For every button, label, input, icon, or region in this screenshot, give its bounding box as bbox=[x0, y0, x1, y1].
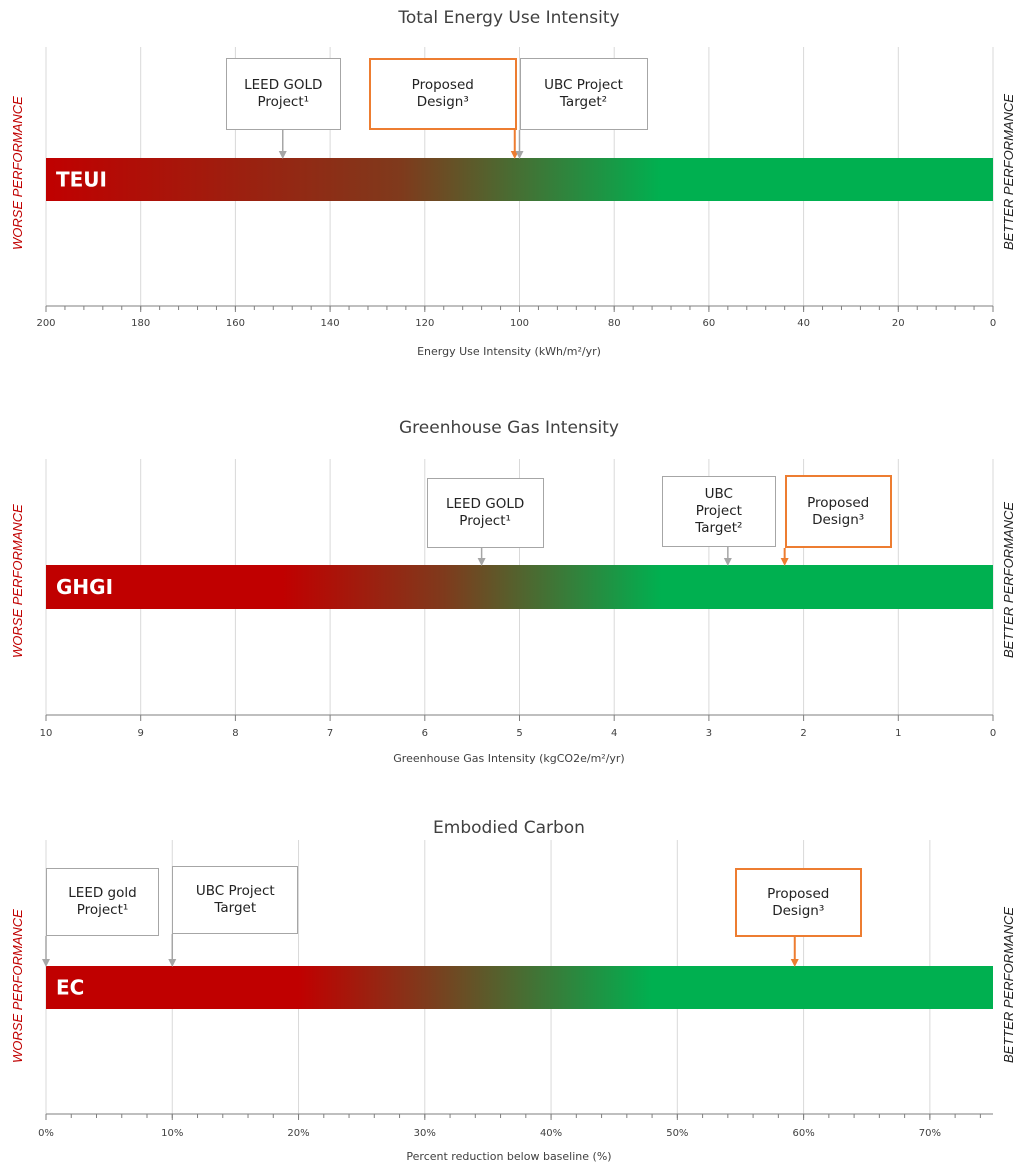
marker-arrow-head bbox=[780, 558, 789, 566]
tick-label: 70% bbox=[919, 1128, 941, 1139]
tick-label: 8 bbox=[232, 728, 238, 739]
tick-label: 0 bbox=[990, 318, 996, 329]
tick-label: 3 bbox=[706, 728, 712, 739]
tick-label: 5 bbox=[516, 728, 522, 739]
ec-chart: EC 0% 10% 20% 30% 40% 50% 60% 70% bbox=[38, 840, 993, 1139]
ghgi-panel: Greenhouse Gas Intensity GHGI 10 9 8 7 6 5 4 3 2 1… bbox=[0, 408, 1018, 788]
marker-callout: UBC Project Target² bbox=[661, 476, 776, 547]
marker-callout: UBC Project Target bbox=[172, 866, 299, 934]
performance-bar bbox=[46, 158, 993, 201]
tick-label: 0 bbox=[990, 728, 996, 739]
marker-arrow-head bbox=[42, 959, 50, 967]
better-performance-label: BETTER PERFORMANCE bbox=[1001, 906, 1016, 1063]
marker-callout: LEED GOLD Project¹ bbox=[426, 478, 544, 548]
chart-title: Greenhouse Gas Intensity bbox=[399, 418, 619, 438]
worse-performance-label: WORSE PERFORMANCE bbox=[10, 96, 25, 250]
tick-label: 60 bbox=[703, 318, 716, 329]
marker-arrow-head bbox=[723, 558, 732, 566]
chart-title: Total Energy Use Intensity bbox=[398, 8, 620, 28]
teui-panel: Total Energy Use Intensity TEUI 200 180 160… bbox=[0, 0, 1018, 390]
tick-label: 2 bbox=[800, 728, 806, 739]
better-performance-label: BETTER PERFORMANCE bbox=[1001, 501, 1016, 658]
tick-label: 20% bbox=[287, 1128, 309, 1139]
tick-label: 7 bbox=[327, 728, 333, 739]
tick-label: 100 bbox=[510, 318, 529, 329]
marker-arrow-head bbox=[168, 959, 177, 967]
marker-callout: UBC Project Target² bbox=[519, 58, 648, 130]
tick-label: 6 bbox=[422, 728, 428, 739]
performance-bar bbox=[46, 966, 993, 1009]
bar-label: TEUI bbox=[56, 168, 107, 192]
marker-callout: LEED GOLD Project¹ bbox=[225, 58, 341, 130]
tick-label: 200 bbox=[36, 318, 55, 329]
worse-performance-label: WORSE PERFORMANCE bbox=[10, 504, 25, 658]
marker-callout: LEED gold Project¹ bbox=[46, 868, 159, 936]
worse-performance-label: WORSE PERFORMANCE bbox=[10, 909, 25, 1063]
proposed-design-callout: Proposed Design³ bbox=[734, 868, 862, 937]
tick-label: 9 bbox=[138, 728, 144, 739]
tick-label: 30% bbox=[414, 1128, 436, 1139]
tick-label: 180 bbox=[131, 318, 150, 329]
tick-label: 40 bbox=[797, 318, 810, 329]
tick-label: 40% bbox=[540, 1128, 562, 1139]
tick-label: 80 bbox=[608, 318, 621, 329]
tick-label: 140 bbox=[321, 318, 340, 329]
x-axis-title: Greenhouse Gas Intensity (kgCO2e/m²/yr) bbox=[393, 752, 625, 765]
tick-label: 10 bbox=[40, 728, 53, 739]
chart-title: Embodied Carbon bbox=[433, 818, 585, 838]
marker-arrow-head bbox=[278, 151, 287, 159]
tick-label: 4 bbox=[611, 728, 617, 739]
bar-label: EC bbox=[56, 976, 84, 1000]
x-axis-title: Percent reduction below baseline (%) bbox=[406, 1150, 612, 1163]
bar-label: GHGI bbox=[56, 575, 113, 599]
performance-bar bbox=[46, 565, 993, 609]
tick-label: 120 bbox=[415, 318, 434, 329]
tick-label: 60% bbox=[792, 1128, 814, 1139]
ec-panel: Embodied Carbon EC 0% 10% 20% 30% 40% 50% 60% 70… bbox=[0, 808, 1018, 1168]
x-axis-title: Energy Use Intensity (kWh/m²/yr) bbox=[417, 345, 601, 358]
tick-label: 50% bbox=[666, 1128, 688, 1139]
marker-arrow-head bbox=[790, 959, 799, 967]
marker-arrow-head bbox=[515, 151, 524, 159]
better-performance-label: BETTER PERFORMANCE bbox=[1001, 93, 1016, 250]
proposed-design-callout: Proposed Design³ bbox=[368, 58, 517, 130]
tick-label: 1 bbox=[895, 728, 901, 739]
tick-label: 10% bbox=[161, 1128, 183, 1139]
tick-label: 0% bbox=[38, 1128, 54, 1139]
proposed-design-callout: Proposed Design³ bbox=[784, 475, 892, 548]
tick-label: 160 bbox=[226, 318, 245, 329]
marker-arrow-head bbox=[477, 558, 486, 566]
tick-label: 20 bbox=[892, 318, 905, 329]
